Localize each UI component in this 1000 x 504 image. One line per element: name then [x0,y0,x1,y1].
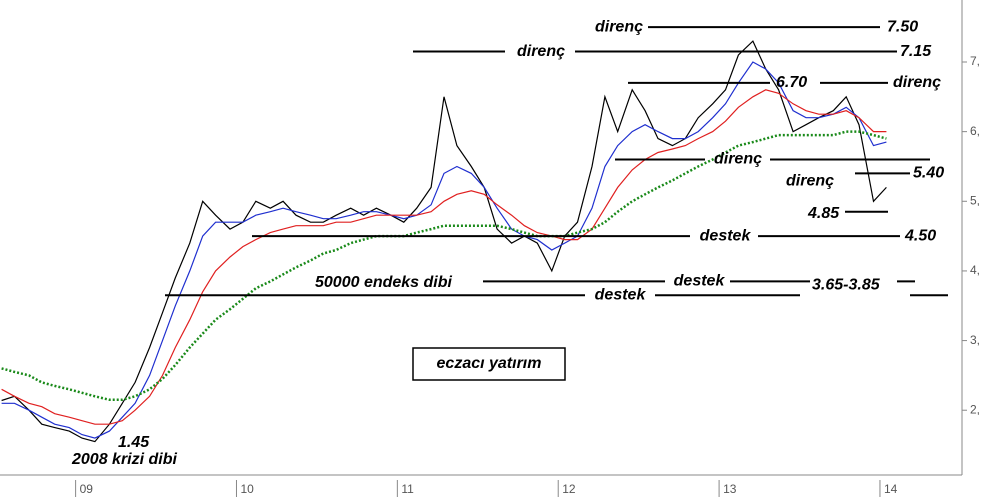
y-tick-label: 2, [970,402,980,416]
level-label: destek [674,273,726,290]
level-label: destek [595,287,647,304]
level-value: 7.50 [887,18,918,35]
title-box [412,347,566,381]
chart-title: eczacı yatırım [437,355,542,372]
y-tick-label: 4, [970,263,980,277]
level-value: 7.15 [900,43,932,60]
x-tick-label: 10 [240,482,254,496]
level-label: direnç [714,151,762,168]
level-value: 4.85 [807,205,840,222]
level-value: 6.70 [776,74,807,91]
annotation: 2008 krizi dibi [71,451,177,468]
level-value: 4.50 [904,227,936,244]
annotation: 50000 endeks dibi [315,274,453,291]
level-value: 5.40 [913,165,944,182]
x-tick-label: 13 [723,482,737,496]
series-line [1,40,887,443]
level-label: direnç [517,43,565,60]
level-label: direnç [893,74,941,91]
series-line [1,89,887,425]
y-tick-label: 3, [970,333,980,347]
x-tick-label: 14 [884,482,898,496]
y-tick-label: 6, [970,124,980,138]
x-tick-label: 11 [401,482,414,496]
x-tick-label: 12 [562,482,576,496]
level-label: direnç [786,173,834,190]
y-tick-label: 7, [970,54,980,68]
level-value: 3.65-3.85 [812,277,881,294]
level-label: destek [700,227,752,244]
level-label: direnç [595,18,643,35]
series-line [1,61,887,439]
x-tick-label: 09 [80,482,94,496]
annotation: 1.45 [118,434,150,451]
y-tick-label: 5, [970,193,980,207]
